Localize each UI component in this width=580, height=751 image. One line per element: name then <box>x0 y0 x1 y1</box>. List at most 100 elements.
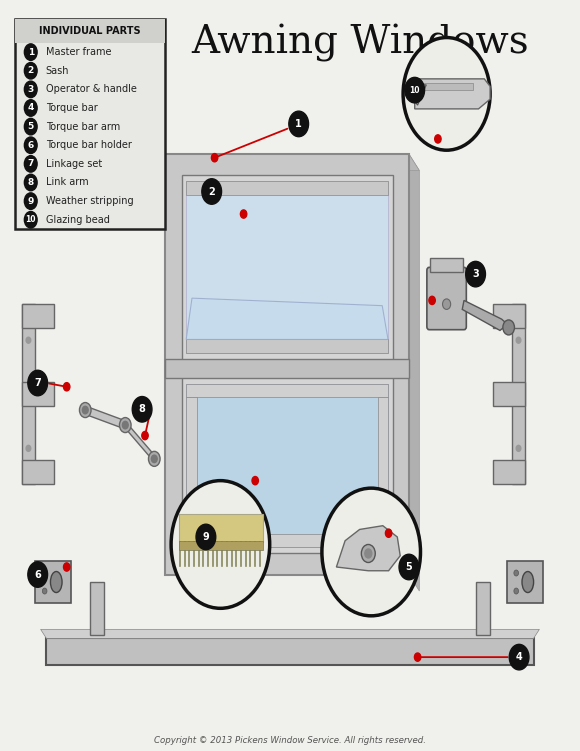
Circle shape <box>509 644 529 670</box>
Text: 10: 10 <box>409 86 420 95</box>
Circle shape <box>119 418 131 433</box>
Circle shape <box>399 554 419 580</box>
Circle shape <box>514 588 519 594</box>
Circle shape <box>24 62 37 79</box>
Circle shape <box>26 445 31 451</box>
Circle shape <box>414 653 420 661</box>
Polygon shape <box>125 421 155 463</box>
Polygon shape <box>336 526 400 571</box>
Circle shape <box>28 370 48 396</box>
Circle shape <box>405 77 425 103</box>
Text: Torque bar holder: Torque bar holder <box>46 140 132 150</box>
Text: 7: 7 <box>34 378 41 388</box>
Circle shape <box>240 210 247 218</box>
Text: 8: 8 <box>28 178 34 187</box>
Circle shape <box>24 212 37 228</box>
Text: 6: 6 <box>28 140 34 149</box>
Text: Operator & handle: Operator & handle <box>46 84 137 95</box>
Polygon shape <box>22 304 35 484</box>
Circle shape <box>466 261 485 287</box>
Circle shape <box>122 421 128 429</box>
FancyBboxPatch shape <box>46 638 534 665</box>
Circle shape <box>42 570 47 576</box>
Circle shape <box>26 337 31 343</box>
Polygon shape <box>512 304 525 484</box>
Text: 2: 2 <box>28 66 34 75</box>
Polygon shape <box>165 154 419 170</box>
Circle shape <box>365 549 372 558</box>
Text: 1: 1 <box>28 47 34 56</box>
Text: 3: 3 <box>28 85 34 94</box>
Text: 3: 3 <box>472 269 479 279</box>
Text: Linkage set: Linkage set <box>46 159 102 169</box>
Circle shape <box>64 382 70 391</box>
FancyBboxPatch shape <box>90 582 104 635</box>
Text: 6: 6 <box>34 569 41 580</box>
Text: 10: 10 <box>26 216 36 225</box>
Polygon shape <box>22 304 54 328</box>
Circle shape <box>435 135 441 143</box>
Circle shape <box>516 445 521 451</box>
FancyBboxPatch shape <box>165 154 409 575</box>
Polygon shape <box>493 460 525 484</box>
FancyBboxPatch shape <box>186 181 388 353</box>
Ellipse shape <box>50 572 62 593</box>
Text: Link arm: Link arm <box>46 177 88 188</box>
Text: Master frame: Master frame <box>46 47 111 57</box>
Text: 9: 9 <box>28 197 34 206</box>
Circle shape <box>289 111 309 137</box>
FancyBboxPatch shape <box>14 19 165 43</box>
FancyBboxPatch shape <box>35 561 71 603</box>
Circle shape <box>24 100 37 116</box>
Text: 4: 4 <box>516 652 523 662</box>
Text: Glazing bead: Glazing bead <box>46 215 110 225</box>
Circle shape <box>403 38 490 150</box>
Text: Awning Windows: Awning Windows <box>191 24 528 62</box>
Text: 1: 1 <box>295 119 302 129</box>
Text: 8: 8 <box>139 404 146 415</box>
Circle shape <box>443 299 451 309</box>
Polygon shape <box>22 382 54 406</box>
Circle shape <box>24 119 37 135</box>
Text: Sash: Sash <box>46 66 70 76</box>
Text: 5: 5 <box>28 122 34 131</box>
Polygon shape <box>493 304 525 328</box>
FancyBboxPatch shape <box>165 359 409 378</box>
FancyBboxPatch shape <box>14 19 165 229</box>
Text: Copyright © 2013 Pickens Window Service. All rights reserved.: Copyright © 2013 Pickens Window Service.… <box>154 736 426 745</box>
Polygon shape <box>186 181 388 195</box>
Circle shape <box>514 570 519 576</box>
Text: 7: 7 <box>28 159 34 168</box>
Circle shape <box>429 297 435 305</box>
Circle shape <box>202 179 222 204</box>
Circle shape <box>24 193 37 210</box>
Circle shape <box>24 155 37 172</box>
FancyBboxPatch shape <box>182 175 393 553</box>
Polygon shape <box>409 154 419 591</box>
Circle shape <box>503 320 514 335</box>
FancyBboxPatch shape <box>186 384 388 547</box>
FancyBboxPatch shape <box>427 267 466 330</box>
Text: Weather stripping: Weather stripping <box>46 196 133 206</box>
Polygon shape <box>462 300 508 330</box>
Polygon shape <box>493 382 525 406</box>
Text: INDIVIDUAL PARTS: INDIVIDUAL PARTS <box>39 26 141 36</box>
FancyBboxPatch shape <box>179 514 263 542</box>
Polygon shape <box>415 85 426 105</box>
Text: 5: 5 <box>405 562 412 572</box>
FancyBboxPatch shape <box>186 534 388 547</box>
Text: Torque bar arm: Torque bar arm <box>46 122 120 131</box>
Circle shape <box>132 397 152 422</box>
Circle shape <box>24 81 37 98</box>
Polygon shape <box>41 629 539 638</box>
Text: 9: 9 <box>202 532 209 542</box>
Circle shape <box>42 588 47 594</box>
FancyBboxPatch shape <box>179 541 263 550</box>
Circle shape <box>24 44 37 60</box>
Text: 2: 2 <box>208 186 215 197</box>
Polygon shape <box>186 339 388 353</box>
Polygon shape <box>84 406 126 430</box>
Circle shape <box>148 451 160 466</box>
Circle shape <box>322 488 420 616</box>
FancyBboxPatch shape <box>476 582 490 635</box>
